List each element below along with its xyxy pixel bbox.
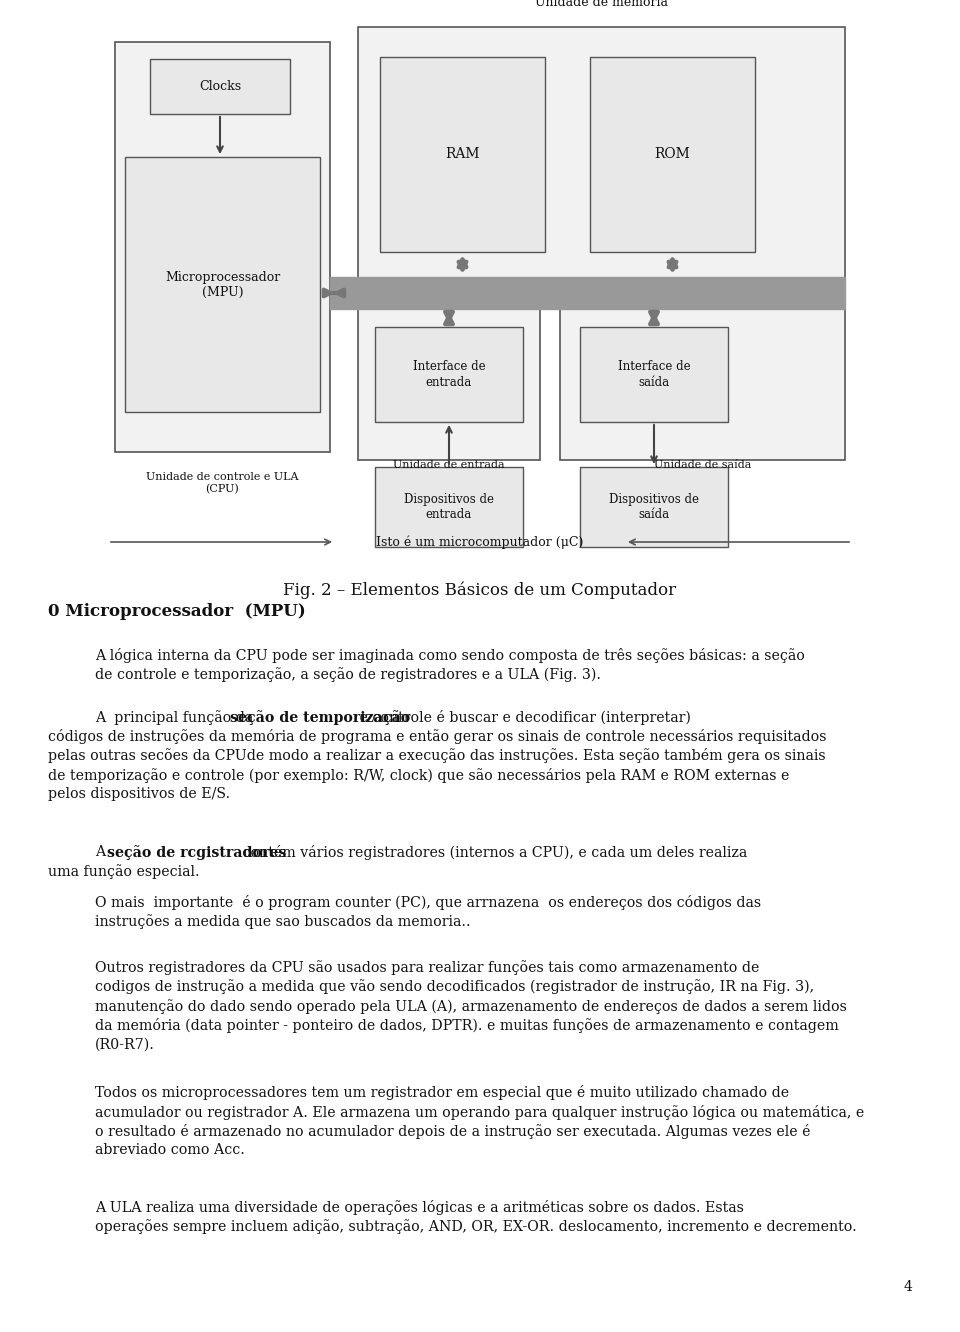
Text: seção de temporização: seção de temporização — [229, 710, 410, 725]
Bar — [358, 27, 845, 286]
Bar — [580, 468, 728, 547]
Text: A lógica interna da CPU pode ser imaginada como sendo composta de três seções bá: A lógica interna da CPU pode ser imagina… — [95, 647, 804, 682]
Bar — [125, 157, 320, 412]
Text: RAM: RAM — [445, 148, 480, 161]
Text: Unidade de memória: Unidade de memória — [535, 0, 668, 9]
Bar — [115, 43, 330, 452]
Bar — [330, 277, 845, 309]
Text: Unidade de controle e ULA
(CPU): Unidade de controle e ULA (CPU) — [146, 472, 299, 494]
Text: Dispositivos de
entrada: Dispositivos de entrada — [404, 493, 494, 521]
Text: Fig. 2 – Elementos Básicos de um Computador: Fig. 2 – Elementos Básicos de um Computa… — [283, 581, 677, 599]
Text: uma função especial.: uma função especial. — [48, 863, 200, 879]
Text: Microprocessador
(MPU): Microprocessador (MPU) — [165, 270, 280, 298]
Text: A ULA realiza uma diversidade de operações lógicas e a aritméticas sobre os dado: A ULA realiza uma diversidade de operaçõ… — [95, 1200, 856, 1235]
Text: contém vários registradores (internos a CPU), e cada um deles realiza: contém vários registradores (internos a … — [238, 844, 747, 860]
Bar — [580, 326, 728, 422]
Text: Unidade de saída: Unidade de saída — [654, 460, 751, 470]
Text: Interface de
saída: Interface de saída — [617, 361, 690, 389]
Text: ROM: ROM — [655, 148, 690, 161]
Text: Outros registradores da CPU são usados para realizar funções tais como armazenam: Outros registradores da CPU são usados p… — [95, 960, 847, 1051]
Text: seção de rcgistradores: seção de rcgistradores — [107, 844, 286, 860]
Text: Interface de
entrada: Interface de entrada — [413, 361, 486, 389]
Text: Isto é um microcomputador (μC): Isto é um microcomputador (μC) — [376, 535, 584, 549]
Bar — [358, 294, 540, 460]
Text: 4: 4 — [903, 1280, 912, 1293]
Text: Dispositivos de
saída: Dispositivos de saída — [609, 493, 699, 521]
Bar — [590, 57, 755, 252]
Bar — [375, 326, 523, 422]
Text: A: A — [95, 844, 109, 859]
Text: Unidade de entrada: Unidade de entrada — [394, 460, 505, 470]
Text: e controle é buscar e decodificar (interpretar): e controle é buscar e decodificar (inter… — [355, 710, 691, 725]
Text: Clocks: Clocks — [199, 80, 241, 93]
Bar — [380, 57, 545, 252]
Bar — [150, 59, 290, 115]
Text: códigos de instruções da memória de programa e então gerar os sinais de controle: códigos de instruções da memória de prog… — [48, 729, 827, 801]
Bar — [560, 294, 845, 460]
Text: 0 Microprocessador  (MPU): 0 Microprocessador (MPU) — [48, 603, 305, 619]
Text: A  principal função da: A principal função da — [95, 710, 257, 725]
Bar — [375, 468, 523, 547]
Text: O mais  importante  é o program counter (PC), que arrnazena  os endereços dos có: O mais importante é o program counter (P… — [95, 895, 761, 930]
Text: Todos os microprocessadores tem um registrador em especial que é muito utilizado: Todos os microprocessadores tem um regis… — [95, 1086, 864, 1158]
